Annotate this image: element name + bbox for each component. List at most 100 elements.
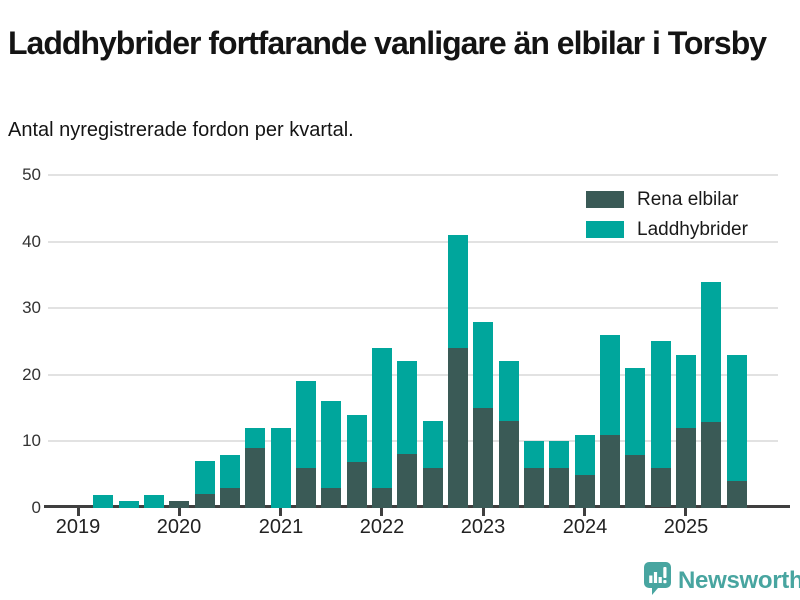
- bar-2024-q3: [625, 368, 645, 508]
- x-axis-tick-label: 2020: [156, 516, 202, 538]
- legend-item: Laddhybrider: [586, 220, 748, 239]
- legend-swatch: [586, 191, 624, 208]
- bar-segment-rena-elbilar: [220, 488, 240, 508]
- x-axis-tick-label: 2024: [562, 516, 608, 538]
- bar-segment-rena-elbilar: [245, 447, 265, 508]
- bar-segment-laddhybrider: [220, 455, 240, 489]
- y-axis-tick-label: 0: [31, 498, 41, 517]
- bar-segment-rena-elbilar: [575, 474, 595, 508]
- bar-segment-rena-elbilar: [448, 348, 468, 508]
- bar-segment-laddhybrider: [524, 441, 544, 468]
- brand-footer: Newsworthy: [644, 562, 800, 600]
- bar-segment-laddhybrider: [625, 368, 645, 455]
- bar-2021-q2: [296, 381, 316, 508]
- bar-2022-q1: [372, 348, 392, 508]
- x-axis-tick: [279, 508, 282, 516]
- bar-2021-q4: [347, 415, 367, 508]
- bar-segment-rena-elbilar: [473, 408, 493, 508]
- bar-2025-q1: [676, 355, 696, 508]
- bar-segment-rena-elbilar: [727, 481, 747, 508]
- legend-swatch: [586, 221, 624, 238]
- bar-segment-rena-elbilar: [549, 467, 569, 508]
- bar-segment-rena-elbilar: [625, 454, 645, 508]
- bar-segment-laddhybrider: [347, 415, 367, 462]
- bar-segment-laddhybrider: [321, 401, 341, 488]
- y-axis-tick-label: 20: [22, 364, 41, 384]
- bar-segment-rena-elbilar: [676, 428, 696, 508]
- bar-2025-q3: [727, 355, 747, 508]
- y-axis-tick-label: 50: [22, 165, 41, 184]
- y-axis-tick-label: 40: [22, 231, 41, 251]
- bar-2023-q1: [473, 322, 493, 508]
- bar-2023-q2: [499, 361, 519, 508]
- x-axis-tick-label: 2021: [258, 516, 304, 538]
- bar-2023-q3: [524, 441, 544, 508]
- x-axis-tick: [583, 508, 586, 516]
- gridline: [48, 174, 778, 176]
- bar-segment-laddhybrider: [296, 381, 316, 468]
- bar-segment-rena-elbilar: [169, 501, 189, 508]
- x-axis-tick: [684, 508, 687, 516]
- bar-segment-laddhybrider: [423, 421, 443, 468]
- bar-2020-q4: [245, 428, 265, 508]
- bar-segment-laddhybrider: [600, 335, 620, 435]
- bar-segment-rena-elbilar: [296, 467, 316, 508]
- bar-2019-q4: [144, 495, 164, 508]
- bar-segment-rena-elbilar: [600, 434, 620, 508]
- bar-2024-q4: [651, 341, 671, 508]
- bar-segment-laddhybrider: [473, 322, 493, 409]
- y-axis: 0 10 20 30 40 50: [0, 165, 41, 517]
- bar-2023-q4: [549, 441, 569, 508]
- bar-segment-laddhybrider: [701, 282, 721, 422]
- newsworthy-logo-icon: [644, 562, 671, 600]
- legend-label: Laddhybrider: [637, 219, 748, 240]
- bar-2024-q1: [575, 435, 595, 508]
- bar-segment-rena-elbilar: [397, 454, 417, 508]
- bar-2019-q3: [119, 501, 139, 508]
- bar-2022-q2: [397, 361, 417, 508]
- x-axis-tick-label: 2022: [359, 516, 405, 538]
- bar-segment-laddhybrider: [397, 361, 417, 455]
- bar-2020-q3: [220, 455, 240, 508]
- bar-segment-laddhybrider: [549, 441, 569, 468]
- bar-2021-q3: [321, 401, 341, 508]
- bar-2022-q3: [423, 421, 443, 508]
- x-axis-tick-label: 2023: [460, 516, 506, 538]
- x-axis-tick: [77, 508, 80, 516]
- bar-segment-laddhybrider: [575, 435, 595, 475]
- y-axis-tick-label: 10: [22, 431, 41, 451]
- legend-item: Rena elbilar: [586, 190, 748, 209]
- bar-segment-rena-elbilar: [195, 494, 215, 508]
- bar-segment-rena-elbilar: [347, 461, 367, 508]
- x-axis-tick: [178, 508, 181, 516]
- bar-segment-laddhybrider: [651, 341, 671, 468]
- bar-segment-laddhybrider: [93, 495, 113, 508]
- bar-segment-rena-elbilar: [499, 420, 519, 508]
- brand-name: Newsworthy: [678, 567, 800, 594]
- x-axis-tick-label: 2025: [663, 516, 709, 538]
- y-axis-tick-label: 30: [22, 298, 41, 318]
- bar-2024-q2: [600, 335, 620, 508]
- bar-2020-q2: [195, 461, 215, 508]
- x-axis-tick-label: 2019: [55, 516, 101, 538]
- bar-segment-rena-elbilar: [701, 421, 721, 508]
- page-title: Laddhybrider fortfarande vanligare än el…: [8, 25, 767, 62]
- bar-segment-rena-elbilar: [321, 487, 341, 508]
- bar-2021-q1: [271, 428, 291, 508]
- x-axis-tick: [482, 508, 485, 516]
- bar-2025-q2: [701, 282, 721, 508]
- bar-2022-q4: [448, 235, 468, 508]
- bar-segment-laddhybrider: [448, 235, 468, 349]
- bar-segment-laddhybrider: [499, 361, 519, 421]
- bar-segment-laddhybrider: [144, 495, 164, 508]
- bar-segment-laddhybrider: [676, 355, 696, 429]
- legend: Rena elbilar Laddhybrider: [586, 190, 748, 239]
- bar-2019-q2: [93, 495, 113, 508]
- bar-segment-rena-elbilar: [423, 467, 443, 508]
- legend-label: Rena elbilar: [637, 189, 739, 210]
- gridline: [48, 307, 778, 310]
- bar-segment-laddhybrider: [119, 501, 139, 508]
- x-axis-line: [44, 505, 790, 508]
- bar-segment-laddhybrider: [195, 461, 215, 495]
